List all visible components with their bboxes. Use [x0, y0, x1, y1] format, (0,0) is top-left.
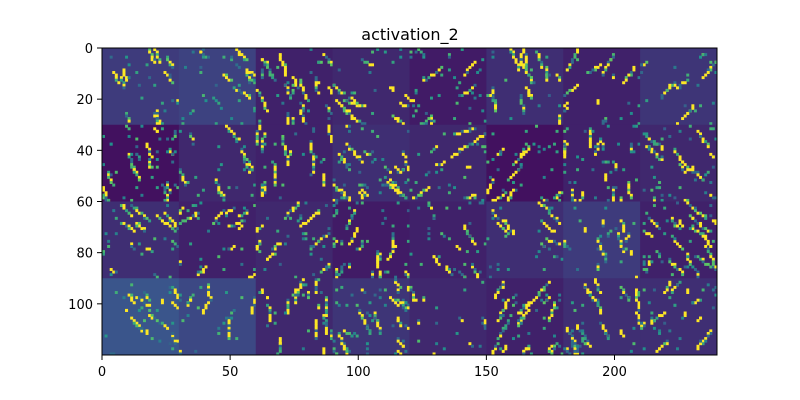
activation-tile-r1-c0 — [102, 124, 180, 202]
y-tick-label: 80 — [76, 247, 93, 262]
x-tick-label: 100 — [346, 365, 371, 380]
activation-tile-r3-c0 — [102, 278, 180, 356]
activation-tile-r3-c7 — [640, 278, 718, 356]
activation-tile-r0-c2 — [255, 48, 334, 126]
activation-tile-r2-c1 — [178, 201, 257, 279]
activation-tile-r1-c4 — [409, 124, 487, 202]
activation-tile-r2-c6 — [563, 201, 641, 279]
activation-tile-r1-c6 — [563, 124, 641, 202]
activation-tile-r0-c3 — [332, 48, 410, 126]
activation-tile-r1-c5 — [486, 124, 564, 202]
y-tick-label: 0 — [85, 42, 93, 57]
activation-tile-r3-c5 — [486, 278, 564, 356]
activation-tile-r3-c4 — [409, 278, 487, 356]
activation-tile-r0-c7 — [640, 48, 718, 126]
activation-tile-r3-c2 — [255, 278, 334, 356]
y-tick-label: 40 — [76, 144, 93, 159]
activation-tile-r3-c1 — [178, 278, 257, 356]
activation-tile-r2-c5 — [486, 201, 564, 279]
x-tick-label: 50 — [222, 365, 239, 380]
x-tick-label: 0 — [98, 365, 106, 380]
activation-tile-r0-c1 — [178, 48, 257, 126]
x-tick-label: 150 — [474, 365, 499, 380]
activation-tile-r0-c4 — [409, 48, 487, 126]
x-tick-label: 200 — [602, 365, 627, 380]
activation-tile-r1-c1 — [178, 124, 257, 202]
activation-tile-r2-c7 — [640, 201, 718, 279]
y-tick-label: 20 — [76, 93, 93, 108]
activation-tile-r2-c0 — [102, 201, 180, 279]
activation-tile-r3-c3 — [332, 278, 410, 356]
y-tick-label: 100 — [68, 298, 93, 313]
activation-tile-r0-c5 — [486, 48, 564, 126]
plot-area — [102, 48, 718, 356]
activation-tile-r1-c3 — [332, 124, 410, 202]
activation-tile-r3-c6 — [563, 278, 641, 356]
activation-tile-r0-c0 — [102, 48, 180, 126]
activation-tile-r1-c2 — [255, 124, 334, 202]
activation-tile-r2-c3 — [332, 201, 410, 279]
activation-tile-r2-c2 — [255, 201, 334, 279]
axes: 0 50 100 150 200 0 20 40 60 80 100 — [68, 42, 718, 380]
activation-tile-r2-c4 — [409, 201, 487, 279]
activation-tile-r1-c7 — [640, 124, 718, 202]
y-tick-label: 60 — [76, 196, 93, 211]
activation-tile-r0-c6 — [563, 48, 641, 126]
chart-title: activation_2 — [361, 25, 458, 45]
